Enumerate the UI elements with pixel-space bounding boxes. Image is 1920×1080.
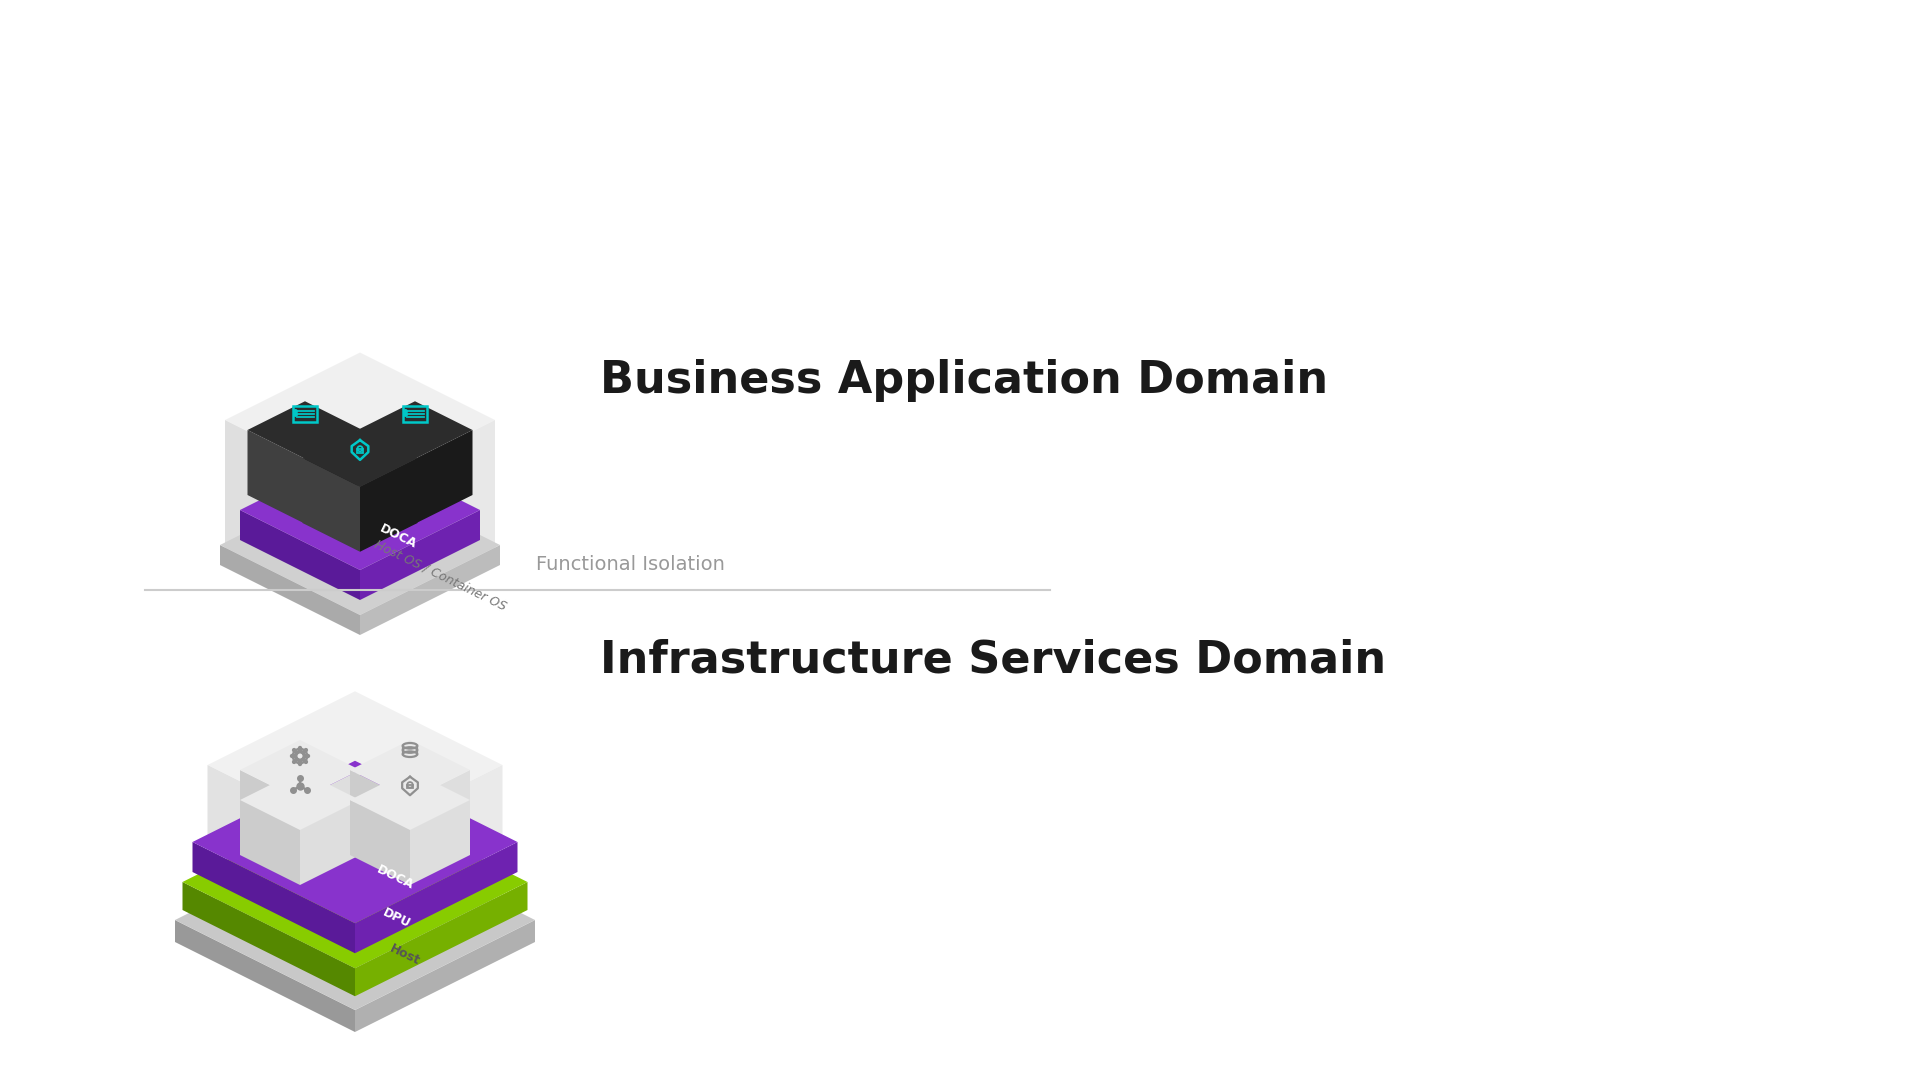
Polygon shape [303, 458, 361, 552]
Polygon shape [175, 920, 355, 1032]
Polygon shape [240, 800, 300, 885]
Polygon shape [411, 770, 470, 855]
Polygon shape [355, 842, 518, 954]
Polygon shape [411, 800, 470, 885]
Polygon shape [349, 800, 411, 885]
Polygon shape [357, 402, 472, 459]
Text: DOCA: DOCA [374, 864, 415, 892]
Polygon shape [225, 420, 361, 633]
Polygon shape [361, 420, 495, 633]
Polygon shape [248, 402, 363, 459]
Polygon shape [305, 430, 363, 524]
Polygon shape [355, 765, 503, 994]
Polygon shape [300, 800, 361, 885]
Polygon shape [361, 510, 480, 600]
Text: Functional Isolation: Functional Isolation [536, 555, 724, 573]
Polygon shape [300, 770, 361, 855]
Polygon shape [240, 510, 361, 600]
Polygon shape [303, 429, 417, 487]
Polygon shape [192, 842, 355, 954]
Polygon shape [225, 352, 495, 487]
Polygon shape [355, 920, 536, 1032]
Polygon shape [221, 545, 361, 635]
Polygon shape [357, 430, 415, 524]
Polygon shape [192, 760, 518, 923]
Polygon shape [207, 765, 355, 994]
Polygon shape [361, 545, 499, 635]
Polygon shape [175, 831, 536, 1010]
Polygon shape [207, 691, 503, 839]
Polygon shape [240, 740, 361, 800]
Text: Infrastructure Services Domain: Infrastructure Services Domain [599, 638, 1386, 681]
Text: Host: Host [388, 942, 422, 968]
Polygon shape [182, 796, 528, 969]
Polygon shape [182, 882, 355, 996]
Polygon shape [355, 882, 528, 996]
Text: DPU: DPU [380, 906, 413, 930]
Polygon shape [361, 458, 417, 552]
Polygon shape [248, 430, 305, 524]
Text: Host OS / Container OS: Host OS / Container OS [372, 538, 509, 612]
Text: Business Application Domain: Business Application Domain [599, 359, 1329, 402]
Text: DOCA: DOCA [378, 523, 419, 552]
Polygon shape [240, 450, 480, 570]
Polygon shape [349, 770, 470, 831]
Polygon shape [240, 770, 361, 831]
Polygon shape [415, 430, 472, 524]
Polygon shape [221, 475, 499, 615]
Polygon shape [240, 770, 300, 855]
Polygon shape [349, 770, 411, 855]
Polygon shape [349, 740, 470, 800]
